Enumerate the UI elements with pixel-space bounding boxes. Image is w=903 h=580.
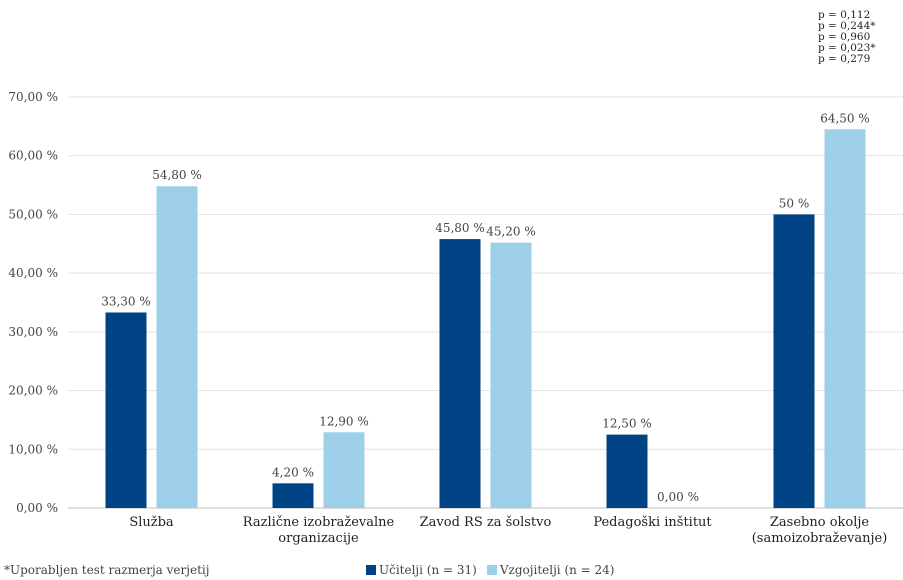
x-tick-label-4-0: Zasebno okolje <box>770 515 870 530</box>
bar-vzgojitelji-2 <box>490 242 532 508</box>
bar-vzgojitelji-4 <box>824 129 866 509</box>
p-value-3: p = 0,960 <box>818 31 871 43</box>
p-value-1: p = 0,112 <box>818 9 871 21</box>
legend: Učitelji (n = 31) Vzgojitelji (n = 24) <box>366 563 615 577</box>
x-tick-label-2-0: Zavod RS za šolstvo <box>420 515 552 530</box>
y-tick-label-50: 50,00 % <box>8 207 58 221</box>
x-tick-label-3-0: Pedagoški inštitut <box>593 515 712 530</box>
x-tick-label-1-1: organizacije <box>278 531 359 546</box>
x-tick-label-1-0: Različne izobraževalne <box>243 515 395 530</box>
bar-vzgojitelji-1 <box>323 432 365 508</box>
legend-swatch-ucitelji <box>366 565 376 575</box>
bar-ucitelji-0 <box>105 312 147 508</box>
data-label-vzgojitelji-3: 0,00 % <box>657 490 699 504</box>
p-values-note: p = 0,112 p = 0,244* p = 0,960 p = 0,023… <box>818 10 876 65</box>
y-tick-label-20: 20,00 % <box>8 384 58 398</box>
data-label-ucitelji-4: 50 % <box>779 196 810 210</box>
data-label-vzgojitelji-4: 64,50 % <box>820 111 870 125</box>
legend-label-ucitelji: Učitelji (n = 31) <box>379 563 477 577</box>
data-label-ucitelji-3: 12,50 % <box>602 417 652 431</box>
legend-label-vzgojitelji: Vzgojitelji (n = 24) <box>499 563 615 577</box>
bar-ucitelji-3 <box>606 434 648 508</box>
data-label-vzgojitelji-0: 54,80 % <box>152 168 202 182</box>
bar-chart: 0,00 % 10,00 % 20,00 % 30,00 % 40,00 % 50,00 … <box>8 90 903 546</box>
y-tick-label-10: 10,00 % <box>8 442 58 456</box>
bar-ucitelji-1 <box>272 483 314 508</box>
data-label-vzgojitelji-1: 12,90 % <box>319 414 369 428</box>
x-tick-label-4-1: (samoizobraževanje) <box>752 531 888 546</box>
footnote: *Uporabljen test razmerja verjetij <box>4 563 210 577</box>
p-value-5: p = 0,279 <box>818 53 871 65</box>
bar-ucitelji-2 <box>439 239 481 509</box>
x-tick-label-0-0: Služba <box>129 515 174 530</box>
legend-swatch-vzgojitelji <box>486 565 497 575</box>
p-value-2: p = 0,244* <box>818 20 876 32</box>
data-label-ucitelji-1: 4,20 % <box>272 465 314 479</box>
bar-ucitelji-4 <box>773 214 815 508</box>
bar-vzgojitelji-0 <box>156 186 198 508</box>
y-tick-label-60: 60,00 % <box>8 149 58 163</box>
legend-item-vzgojitelji: Vzgojitelji (n = 24) <box>486 563 615 577</box>
y-tick-label-30: 30,00 % <box>8 325 58 339</box>
y-tick-label-0: 0,00 % <box>16 501 58 515</box>
data-label-ucitelji-2: 45,80 % <box>435 221 485 235</box>
data-label-ucitelji-0: 33,30 % <box>101 294 151 308</box>
legend-item-ucitelji: Učitelji (n = 31) <box>366 563 477 577</box>
y-tick-label-70: 70,00 % <box>8 90 58 104</box>
p-value-4: p = 0,023* <box>818 42 876 54</box>
y-tick-label-40: 40,00 % <box>8 266 58 280</box>
data-label-vzgojitelji-2: 45,20 % <box>486 225 536 239</box>
